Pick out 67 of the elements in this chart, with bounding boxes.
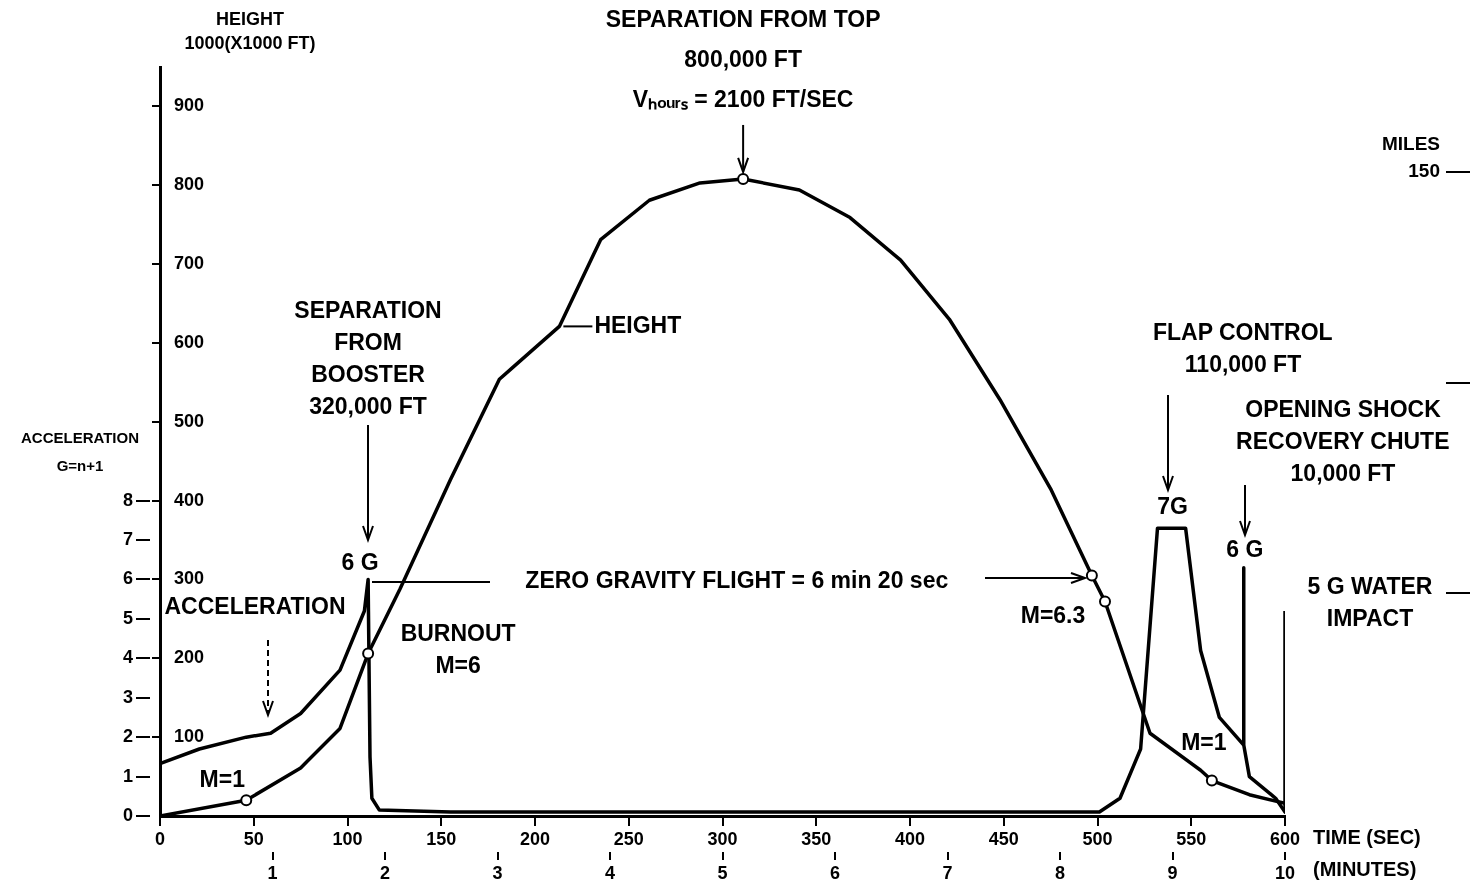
y-tick-label: 600 (174, 331, 205, 352)
annotation: 7G (1157, 492, 1188, 519)
annotation: FLAP CONTROL 110,000 FT (1152, 319, 1333, 378)
x2-tick-label: 6 (829, 862, 841, 883)
y-tick-label: 100 (174, 726, 205, 747)
annotation: 5 G WATER IMPACT (1307, 573, 1433, 632)
y2-tick-label: 2 (122, 726, 133, 747)
y2-axis-title: ACCELERATION G=n+1 (20, 428, 140, 474)
x-tick-label: 400 (894, 828, 926, 849)
y-tick-label: 500 (174, 410, 205, 431)
annotation: M=1 (199, 765, 246, 792)
x-tick-label: 350 (801, 828, 832, 849)
y-tick-label: 300 (174, 568, 205, 589)
y2-tick-label: 7 (122, 529, 133, 550)
y2-tick-label: 8 (122, 489, 133, 510)
y-tick-label: 200 (174, 647, 205, 668)
x-tick-label: 250 (613, 828, 644, 849)
x2-tick-label: 2 (379, 862, 391, 883)
x-tick-label: 0 (154, 828, 166, 849)
x-tick-label: 550 (1176, 828, 1207, 849)
point (240, 794, 253, 807)
point (1085, 569, 1098, 582)
point (362, 647, 375, 660)
x2-tick-label: 5 (717, 862, 728, 883)
annotation: ACCELERATION (164, 593, 346, 620)
y2-tick-label: 3 (122, 686, 133, 707)
annotation: 6 G (341, 548, 379, 575)
annotation: M=1 (1181, 728, 1227, 755)
x-tick-label: 100 (332, 828, 363, 849)
x2-tick-label: 9 (1167, 862, 1178, 883)
y-tick-label: 700 (174, 253, 205, 274)
x2-axis-title: (MINUTES) (1313, 857, 1417, 880)
annotation: HEIGHT (594, 311, 682, 338)
x-tick-label: 50 (243, 828, 264, 849)
x2-tick-label: 8 (1054, 862, 1066, 883)
annotation: OPENING SHOCK RECOVERY CHUTE 10,000 FT (1236, 396, 1450, 487)
x2-tick-label: 10 (1274, 862, 1296, 883)
x-tick-label: 300 (707, 828, 738, 849)
point (1205, 774, 1218, 787)
annotation: M=6.3 (1020, 601, 1086, 628)
text: MILES 150 (1381, 132, 1440, 181)
annotation: SEPARATION FROM TOP 800,000 FT Vₕₒᵤᵣₛ = 2100 FT/SEC (605, 6, 881, 113)
x-tick-label: 150 (426, 828, 457, 849)
annotation: ZERO GRAVITY FLIGHT = 6 min 20 sec (525, 567, 949, 594)
x-tick-label: 600 (1269, 828, 1301, 849)
annotation: SEPARATION FROM BOOSTER 320,000 FT (294, 297, 442, 420)
y-axis-title: HEIGHT 1000(X1000 FT) (184, 8, 316, 53)
annotation: 6 G (1226, 535, 1264, 562)
y2-tick-label: 5 (122, 607, 133, 628)
y2-tick-label: 4 (122, 647, 133, 668)
x-tick-label: 200 (519, 828, 551, 849)
x-tick-label: 500 (1082, 828, 1113, 849)
x2-tick-label: 7 (942, 862, 953, 883)
y-tick-label: 900 (174, 95, 205, 116)
x-tick-label: 450 (988, 828, 1019, 849)
y2-tick-label: 1 (122, 765, 133, 786)
x2-tick-label: 3 (492, 862, 503, 883)
point (1099, 595, 1111, 608)
annotation: BURNOUT M=6 (400, 619, 516, 678)
y2-tick-label: 0 (122, 804, 133, 825)
x2-tick-label: 1 (267, 862, 278, 883)
x-axis-title: TIME (SEC) (1313, 825, 1421, 848)
point (737, 172, 750, 185)
y-tick-label: 400 (174, 489, 205, 510)
x2-tick-label: 4 (604, 862, 616, 883)
y-tick-label: 800 (174, 174, 205, 195)
y2-tick-label: 6 (122, 568, 133, 589)
